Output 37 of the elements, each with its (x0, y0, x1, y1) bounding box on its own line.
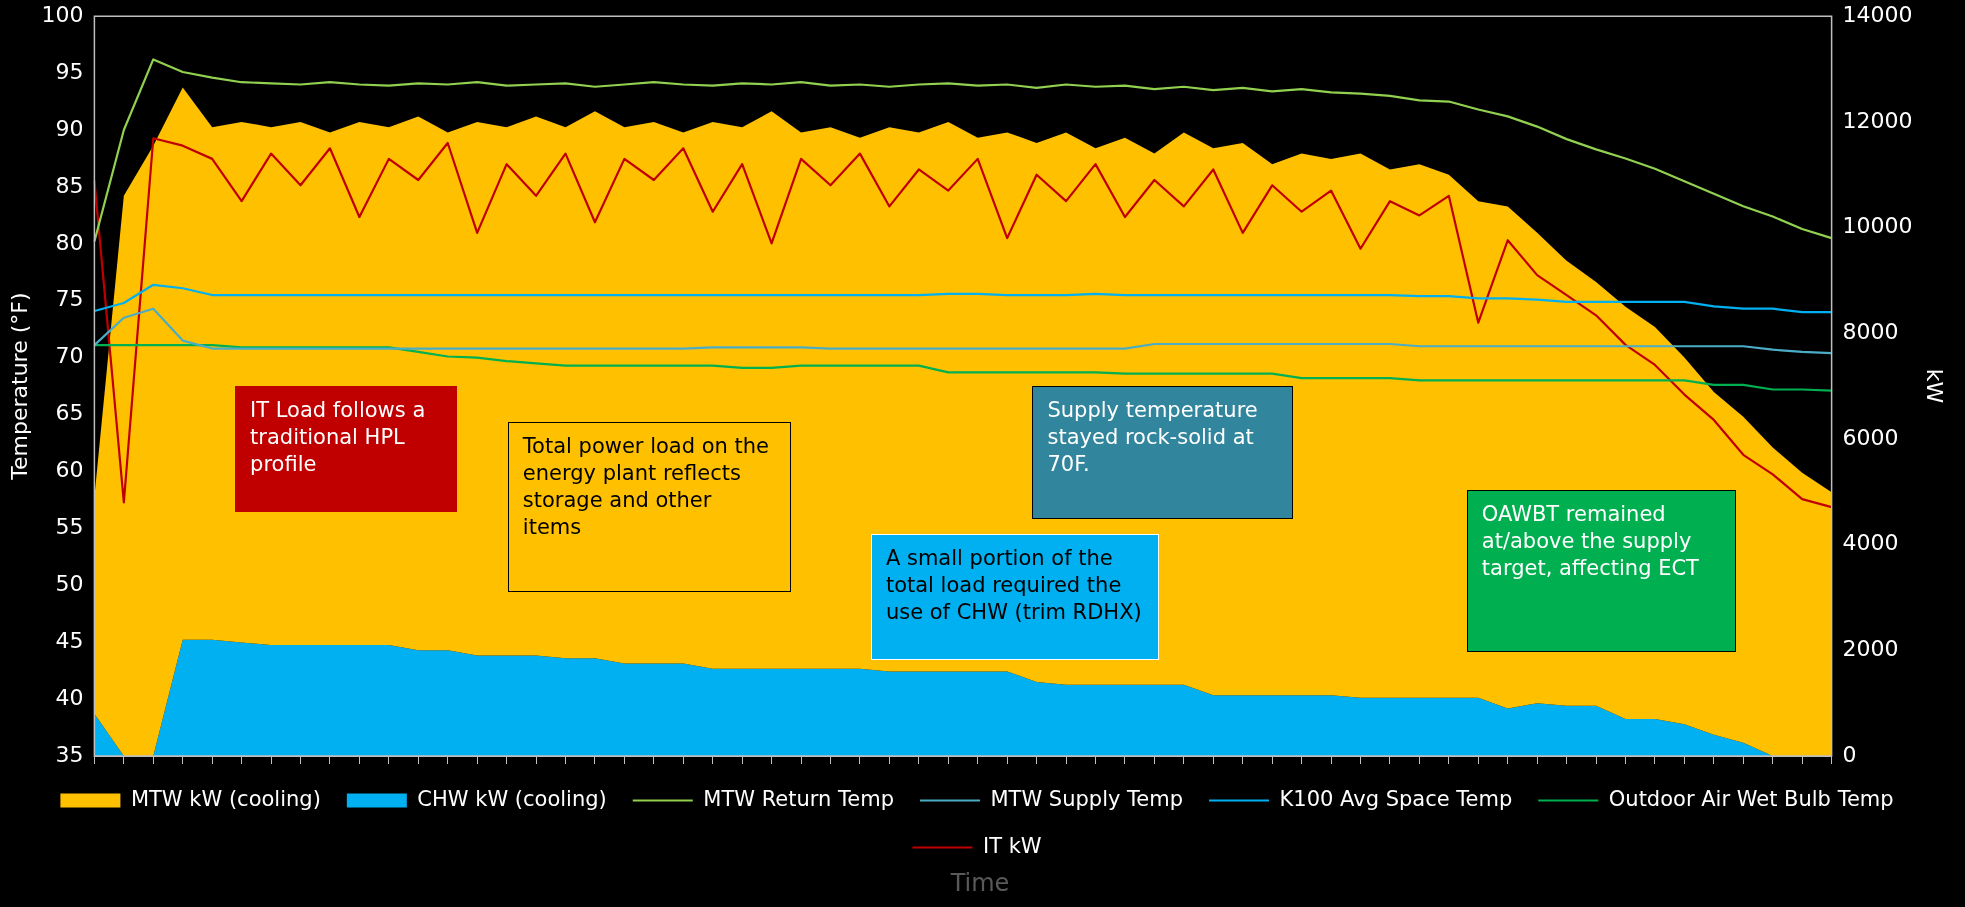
x-axis-title: Time (949, 868, 1011, 898)
y-tick-label: 45 (55, 627, 84, 653)
y2-tick-label: 12000 (1842, 107, 1913, 133)
y-tick-label: 50 (55, 571, 84, 596)
y2-tick-label: 14000 (1842, 1, 1913, 27)
text-box: Supply temperature stayed rock-solid at 70F. (1032, 386, 1294, 520)
text-box: IT Load follows a traditional HPL profile (235, 386, 458, 512)
y-tick-label: 100 (41, 1, 84, 27)
legend-label: MTW Supply Temp (990, 786, 1184, 811)
y2-tick-label: 2000 (1842, 636, 1899, 662)
text-box: OAWBT remained at/above the supply target, affecting ECT (1466, 489, 1737, 653)
y2-tick-label: 10000 (1842, 213, 1913, 239)
y-tick-label: 55 (55, 514, 84, 540)
legend-label: K100 Avg Space Temp (1279, 786, 1513, 811)
legend-label: CHW kW (cooling) (417, 786, 607, 811)
y-tick-label: 80 (55, 229, 84, 255)
legend-label: MTW kW (cooling) (130, 786, 321, 811)
legend-label: Outdoor Air Wet Bulb Temp (1608, 786, 1894, 811)
y-tick-label: 75 (55, 286, 84, 312)
y-axis-title: Temperature (°F) (6, 292, 32, 481)
y-tick-label: 90 (55, 115, 84, 141)
y2-tick-label: 6000 (1842, 424, 1899, 450)
text-box: A small portion of the total load required the use of CHW (trim RDHX) (870, 534, 1160, 660)
legend-label: MTW Return Temp (703, 786, 894, 811)
y-tick-label: 40 (55, 684, 84, 710)
y2-tick-label: 0 (1842, 741, 1857, 767)
legend-label: IT kW (982, 833, 1042, 858)
y-tick-label: 95 (55, 58, 84, 84)
y-tick-label: 85 (55, 172, 84, 198)
y-tick-label: 70 (55, 343, 84, 369)
y2-axis-title: kW (1922, 368, 1948, 404)
y2-tick-label: 8000 (1842, 318, 1899, 344)
y-tick-label: 60 (55, 457, 84, 483)
y-tick-label: 65 (55, 400, 84, 426)
y-tick-label: 35 (55, 741, 84, 767)
y2-tick-label: 4000 (1842, 530, 1899, 556)
text-box: Total power load on the energy plant reflects storage and other items (507, 421, 791, 592)
